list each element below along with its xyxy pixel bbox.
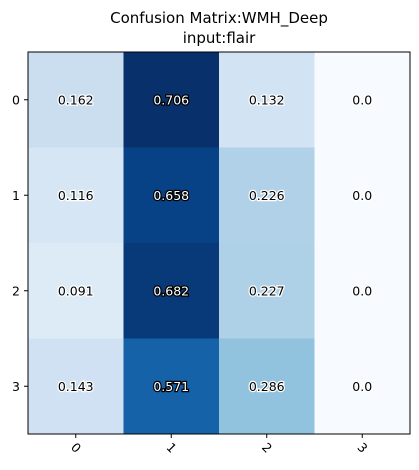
plot-frame: [27, 51, 411, 435]
heatmap-cell-r2-c3: [314, 243, 411, 339]
heatmap-cells: [28, 52, 411, 435]
cell-value-r2-c0: 0.091: [58, 283, 94, 298]
heatmap-cell-r0-c0: [28, 52, 124, 148]
cell-value-r1-c1: 0.658: [153, 188, 189, 203]
cell-value-r1-c2: 0.226: [249, 188, 285, 203]
cell-value-r1-c0: 0.116: [58, 188, 94, 203]
y-tick-label: 0: [12, 92, 20, 107]
cell-value-r2-c3: 0.0: [352, 283, 372, 298]
cell-value-r3-c1: 0.571: [153, 379, 189, 394]
cell-value-r0-c1: 0.706: [153, 92, 189, 107]
chart-title: Confusion Matrix:WMH_Deep: [110, 9, 328, 27]
cell-value-r3-c3: 0.0: [352, 379, 372, 394]
heatmap-cell-r3-c0: [28, 338, 124, 435]
x-tick-label: 2: [259, 440, 275, 456]
cell-value-r3-c2: 0.286: [249, 379, 285, 394]
x-tick-label: 1: [163, 440, 179, 456]
x-tick-label: 0: [68, 440, 84, 456]
x-axis: 0 1 2 3: [68, 434, 371, 456]
cell-value-r2-c1: 0.682: [153, 283, 189, 298]
x-tick-label: 3: [354, 440, 370, 456]
y-axis: 0 1 2 3: [12, 92, 28, 394]
heatmap-cell-r3-c3: [314, 338, 411, 435]
cell-value-labels: 0.162 0.706 0.132 0.0 0.116 0.658 0.226 0.0 0.09…: [57, 91, 374, 395]
cell-value-r3-c0: 0.143: [58, 379, 94, 394]
y-tick-label: 2: [12, 283, 20, 298]
heatmap-cell-r3-c2: [219, 338, 315, 435]
cell-value-r2-c2: 0.227: [249, 283, 285, 298]
heatmap-cell-r1-c3: [314, 147, 411, 244]
heatmap-cell-r0-c1: [123, 52, 220, 148]
cell-value-r1-c3: 0.0: [352, 188, 372, 203]
y-tick-label: 3: [12, 379, 20, 394]
cell-value-r0-c0: 0.162: [58, 92, 94, 107]
y-tick-label: 1: [12, 188, 20, 203]
heatmap-cell-r3-c1: [123, 338, 220, 435]
heatmap-cell-r2-c2: [219, 243, 315, 339]
heatmap-cell-r1-c2: [219, 147, 315, 244]
cell-value-r0-c2: 0.132: [249, 92, 285, 107]
heatmap-cell-r1-c0: [28, 147, 124, 244]
heatmap-cell-r2-c1: [123, 243, 220, 339]
heatmap-cell-r0-c3: [314, 52, 411, 148]
heatmap-cell-r1-c1: [123, 147, 220, 244]
heatmap-cell-r0-c2: [219, 52, 315, 148]
cell-value-r0-c3: 0.0: [352, 92, 372, 107]
heatmap-cell-r2-c0: [28, 243, 124, 339]
chart-title-block: Confusion Matrix:WMH_Deep input:flair: [28, 8, 410, 48]
chart-subtitle: input:flair: [182, 29, 256, 47]
